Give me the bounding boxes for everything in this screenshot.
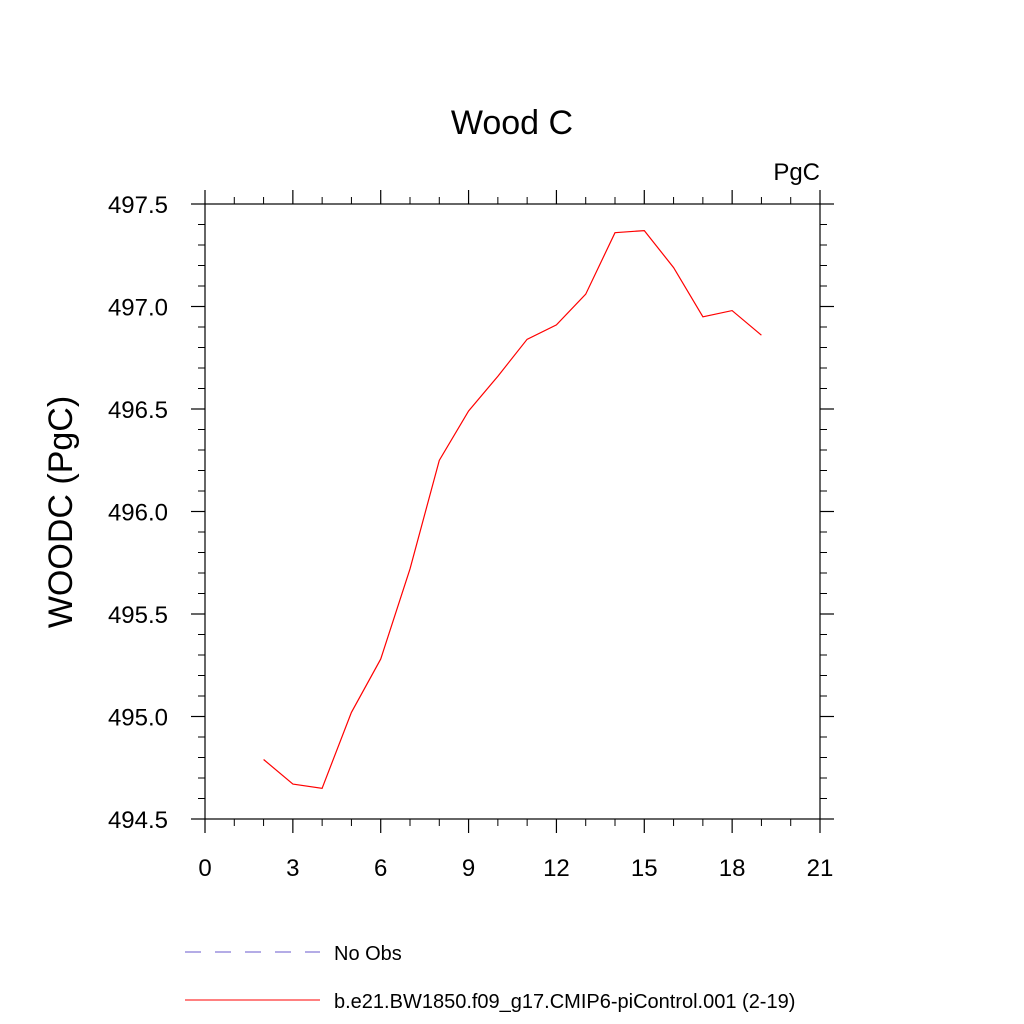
x-tick-label: 21 — [807, 855, 834, 882]
chart-title: Wood C — [451, 104, 573, 142]
y-tick-label: 494.5 — [108, 807, 168, 834]
x-tick-label: 6 — [374, 855, 387, 882]
units-label: PgC — [773, 159, 820, 186]
y-tick-label: 495.5 — [108, 602, 168, 629]
plot-frame — [204, 203, 821, 820]
axis-tick-labels: 0 3 6 9 12 15 18 21 494.5 495.0 495.5 496.0 496.5 497… — [108, 192, 833, 882]
y-tick-label: 496.0 — [108, 500, 168, 527]
legend: No Obs b.e21.BW1850.f09_g17.CMIP6-piContr… — [185, 943, 795, 1013]
series-line-1 — [263, 229, 762, 789]
x-tick-label: 0 — [198, 855, 211, 882]
series-lines — [263, 229, 762, 789]
axis-ticks — [191, 190, 834, 833]
x-tick-label: 3 — [286, 855, 299, 882]
y-tick-label: 497.5 — [108, 192, 168, 219]
y-tick-label: 497.0 — [108, 295, 168, 322]
x-tick-label: 12 — [543, 855, 570, 882]
y-axis-label: WOODC (PgC) — [42, 396, 80, 628]
legend-label-0: No Obs — [334, 943, 402, 965]
x-tick-label: 15 — [631, 855, 658, 882]
x-tick-label: 18 — [719, 855, 746, 882]
y-tick-label: 495.0 — [108, 705, 168, 732]
y-tick-label: 496.5 — [108, 397, 168, 424]
legend-label-1: b.e21.BW1850.f09_g17.CMIP6-piControl.001… — [334, 991, 795, 1013]
x-tick-label: 9 — [462, 855, 475, 882]
